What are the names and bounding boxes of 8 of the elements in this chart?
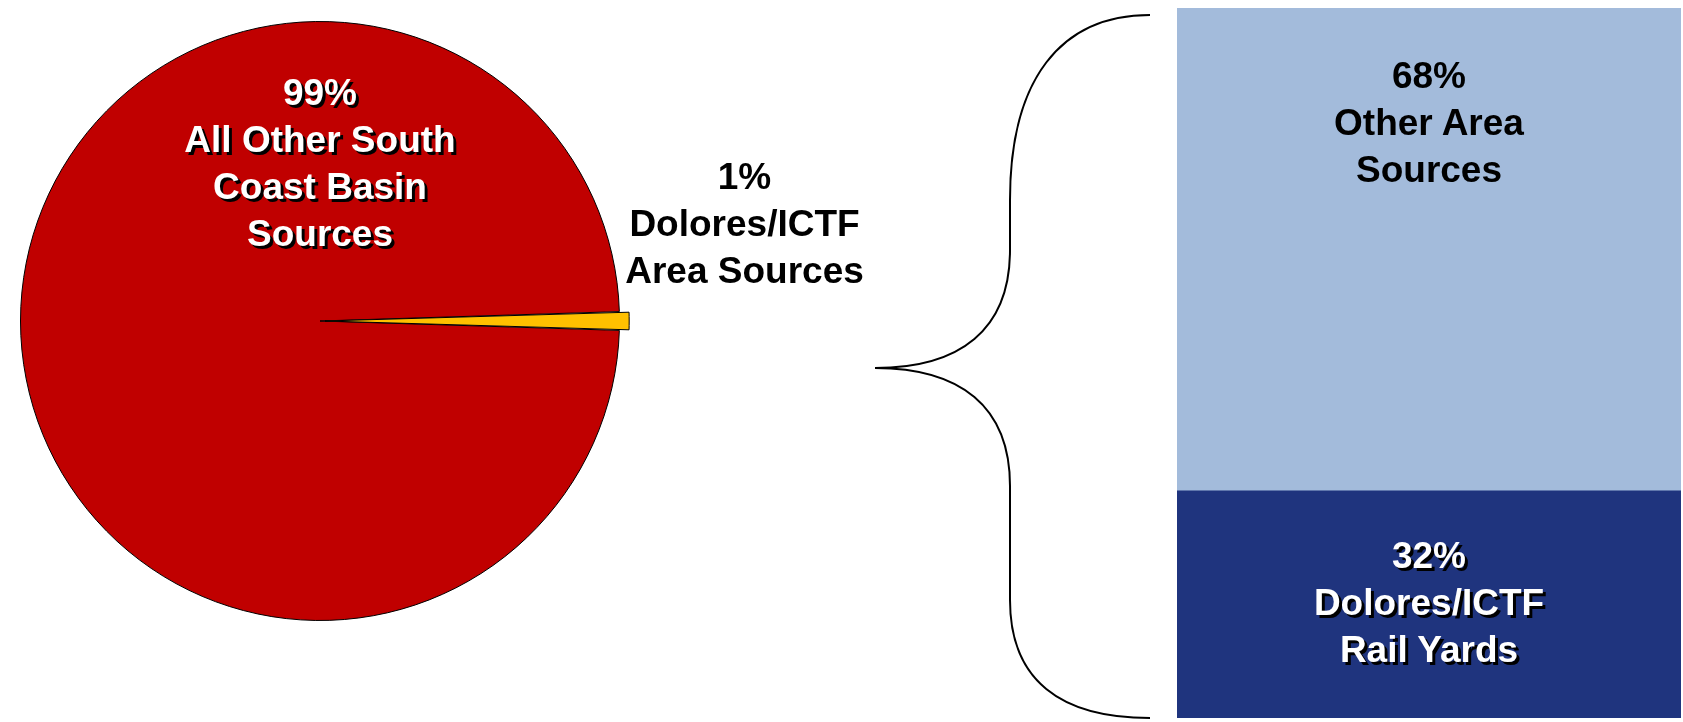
series-label: Dolores/ICTF Rail Yards <box>1313 581 1545 673</box>
slice-label: Dolores/ICTF Area Sources <box>625 203 864 292</box>
category-label: All Other South Coast Basin Sources <box>184 118 456 254</box>
data-label: 1% <box>717 156 772 198</box>
data-label: 32% <box>1391 534 1467 576</box>
data-label: 68% <box>1391 55 1467 97</box>
data-label: 99% <box>285 74 361 116</box>
series-label: Other Area Sources <box>1334 102 1525 191</box>
